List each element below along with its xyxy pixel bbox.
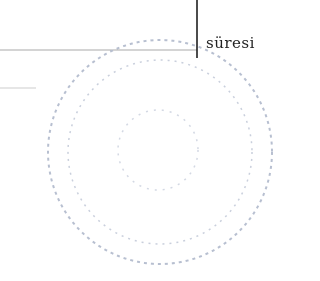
- stamp-inner-ring: [68, 60, 252, 244]
- stamp-center: [118, 110, 198, 190]
- stamp-outer-ring: [48, 40, 272, 264]
- document-page: süresi: [0, 0, 280, 281]
- cell-text: süresi: [206, 34, 255, 52]
